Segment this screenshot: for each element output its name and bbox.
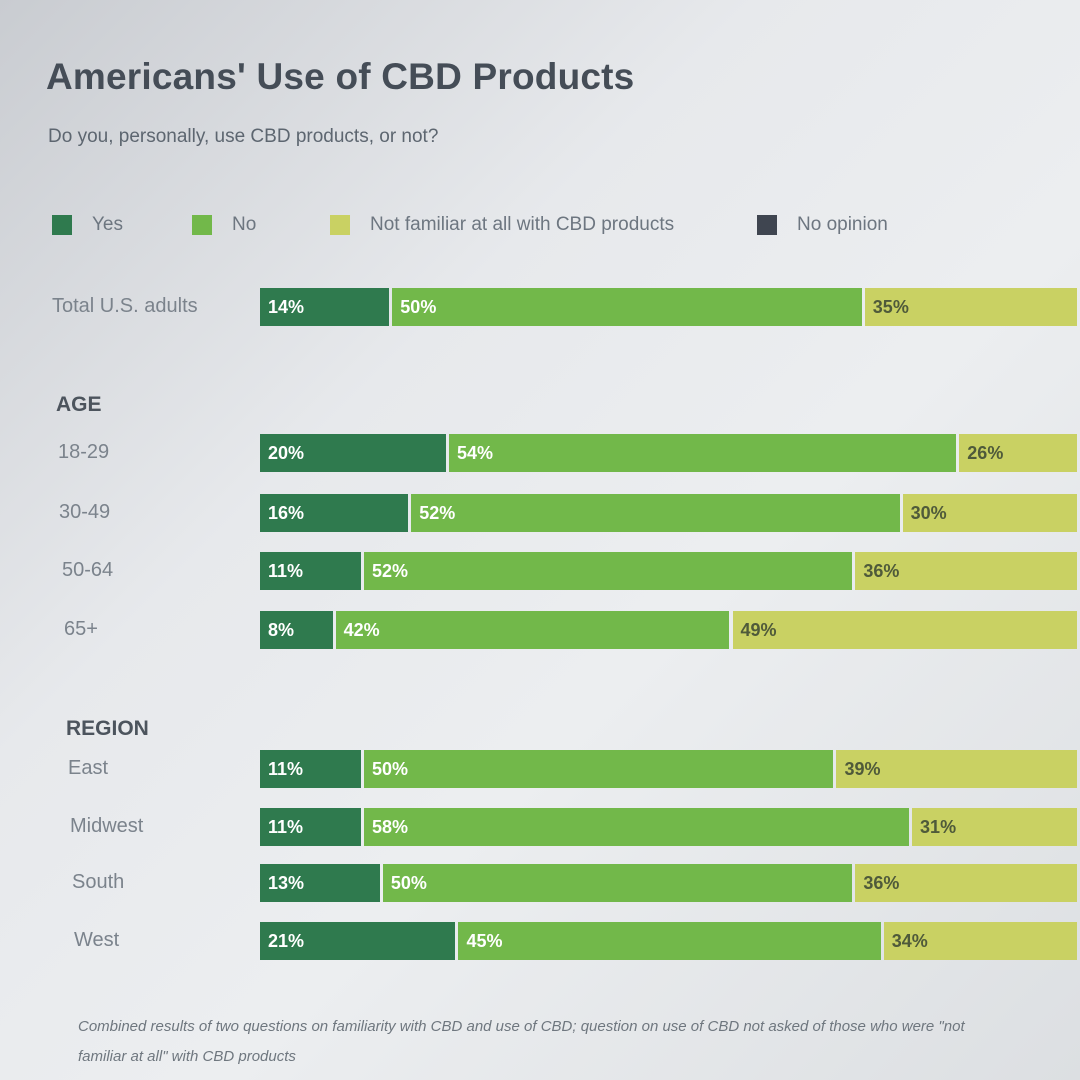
- data-label-south-no: 50%: [390, 873, 427, 893]
- data-label-midwest-not-familiar: 31%: [920, 817, 957, 837]
- bar-50-64-not-familiar: [855, 552, 1077, 590]
- legend-label-not-familiar: Not familiar at all with CBD products: [370, 214, 675, 235]
- bar-midwest-no: [363, 808, 910, 846]
- bar-total-u-s-adults-not-familiar: [864, 288, 1077, 326]
- data-label-50-64-yes: 11%: [268, 561, 304, 581]
- data-label-18-29-not-familiar: 26%: [967, 443, 1004, 463]
- bar-30-49-yes: [260, 494, 409, 532]
- section-heading-region: REGION: [66, 717, 149, 740]
- bar-50-64-yes: [260, 552, 361, 590]
- legend-swatch-no-opinion: [757, 215, 777, 235]
- data-label-18-29-yes: 20%: [268, 443, 305, 463]
- data-label-east-not-familiar: 39%: [844, 759, 881, 779]
- bar-midwest-yes: [260, 808, 361, 846]
- legend-swatch-not-familiar: [330, 215, 350, 235]
- legend-label-no-opinion: No opinion: [797, 214, 888, 235]
- data-label-west-not-familiar: 34%: [891, 931, 928, 951]
- bar-south-no: [382, 864, 853, 902]
- row-label-midwest: Midwest: [70, 815, 144, 837]
- bar-east-yes: [260, 750, 361, 788]
- bar-65-not-familiar: [732, 611, 1077, 649]
- chart-subtitle: Do you, personally, use CBD products, or…: [48, 126, 439, 147]
- bar-east-not-familiar: [836, 750, 1077, 788]
- row-label-18-29: 18-29: [58, 441, 110, 463]
- bar-18-29-no: [449, 434, 957, 472]
- bar-65-no: [335, 611, 730, 649]
- row-label-south: South: [72, 871, 125, 893]
- data-label-south-yes: 13%: [268, 873, 305, 893]
- data-label-east-no: 50%: [371, 759, 408, 779]
- row-label-total-u-s-adults: Total U.S. adults: [52, 295, 198, 317]
- bar-50-64-no: [363, 552, 853, 590]
- row-label-east: East: [68, 757, 109, 779]
- bar-total-u-s-adults-yes: [260, 288, 390, 326]
- legend-label-no: No: [232, 214, 257, 235]
- data-label-south-not-familiar: 36%: [863, 873, 900, 893]
- data-label-30-49-yes: 16%: [268, 503, 305, 523]
- bar-west-not-familiar: [883, 922, 1077, 960]
- data-label-total-u-s-adults-no: 50%: [400, 297, 437, 317]
- data-label-total-u-s-adults-yes: 14%: [268, 297, 305, 317]
- data-label-18-29-no: 54%: [457, 443, 494, 463]
- data-label-midwest-no: 58%: [371, 817, 408, 837]
- bar-south-yes: [260, 864, 380, 902]
- bar-total-u-s-adults-no: [392, 288, 862, 326]
- legend-item-not-familiar: Not familiar at all with CBD products: [330, 212, 674, 238]
- legend-label-yes: Yes: [92, 214, 123, 235]
- bar-18-29-not-familiar: [959, 434, 1077, 472]
- data-label-30-49-no: 52%: [419, 503, 456, 523]
- row-label-west: West: [74, 929, 120, 951]
- row-label-50-64: 50-64: [62, 559, 114, 581]
- data-label-west-no: 45%: [466, 931, 503, 951]
- data-label-65-yes: 8%: [268, 620, 295, 640]
- bar-18-29-yes: [260, 434, 446, 472]
- legend-swatch-yes: [52, 215, 72, 235]
- chart-title: Americans' Use of CBD Products: [46, 56, 635, 97]
- footnote: Combined results of two questions on fam…: [78, 1018, 965, 1065]
- row-label-65: 65+: [64, 618, 98, 640]
- bar-south-not-familiar: [855, 864, 1077, 902]
- data-label-west-yes: 21%: [268, 931, 305, 951]
- legend-item-no-opinion: No opinion: [757, 212, 888, 238]
- legend-item-yes: Yes: [52, 212, 123, 238]
- data-label-total-u-s-adults-not-familiar: 35%: [872, 297, 909, 317]
- data-label-30-49-not-familiar: 30%: [910, 503, 947, 523]
- bar-west-no: [458, 922, 881, 960]
- data-label-65-no: 42%: [343, 620, 380, 640]
- bar-west-yes: [260, 922, 456, 960]
- bar-30-49-no: [411, 494, 900, 532]
- bar-east-no: [363, 750, 834, 788]
- legend-swatch-no: [192, 215, 212, 235]
- data-label-65-not-familiar: 49%: [740, 620, 777, 640]
- row-label-30-49: 30-49: [59, 501, 111, 523]
- bar-midwest-not-familiar: [912, 808, 1077, 846]
- data-label-east-yes: 11%: [268, 759, 304, 779]
- data-label-50-64-not-familiar: 36%: [863, 561, 900, 581]
- legend-item-no: No: [192, 212, 256, 238]
- data-label-midwest-yes: 11%: [268, 817, 304, 837]
- data-label-50-64-no: 52%: [371, 561, 408, 581]
- bar-30-49-not-familiar: [902, 494, 1077, 532]
- section-heading-age: AGE: [56, 393, 102, 416]
- bar-65-yes: [260, 611, 333, 649]
